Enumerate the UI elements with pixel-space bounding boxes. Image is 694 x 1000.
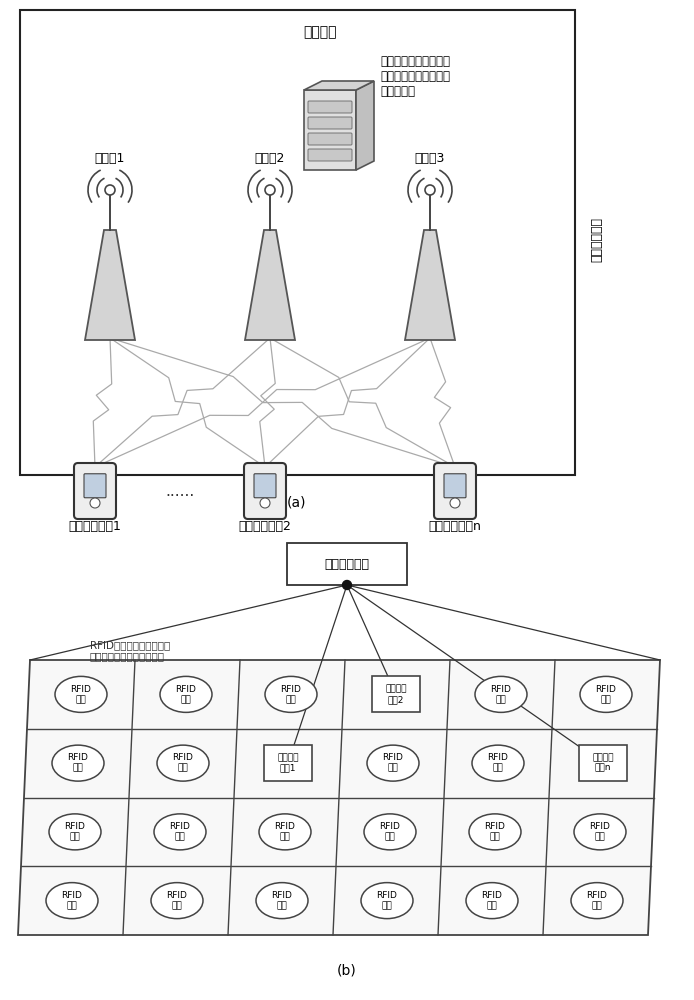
Text: RFID
标签: RFID 标签 <box>173 753 194 773</box>
Text: 单位信息模块2: 单位信息模块2 <box>239 520 291 533</box>
Polygon shape <box>85 230 135 340</box>
Ellipse shape <box>157 745 209 781</box>
Text: (a): (a) <box>287 495 307 509</box>
Text: 接收器2: 接收器2 <box>255 152 285 165</box>
Ellipse shape <box>55 676 107 712</box>
Polygon shape <box>287 543 407 585</box>
Text: 根据接收器接收到的信
号计算各单位信息模块
的相对位置: 根据接收器接收到的信 号计算各单位信息模块 的相对位置 <box>380 55 450 98</box>
Text: (b): (b) <box>337 964 357 978</box>
FancyBboxPatch shape <box>244 463 286 519</box>
Text: 单位信息模块n: 单位信息模块n <box>429 520 482 533</box>
Ellipse shape <box>160 676 212 712</box>
Ellipse shape <box>571 883 623 919</box>
Text: RFID
标签: RFID 标签 <box>167 891 187 910</box>
Text: RFID
标签: RFID 标签 <box>62 891 83 910</box>
FancyBboxPatch shape <box>434 463 476 519</box>
Ellipse shape <box>469 814 521 850</box>
Polygon shape <box>405 230 455 340</box>
Ellipse shape <box>256 883 308 919</box>
Circle shape <box>90 498 100 508</box>
Text: 位置计算模块: 位置计算模块 <box>590 218 603 262</box>
Ellipse shape <box>259 814 311 850</box>
Polygon shape <box>304 81 374 90</box>
Text: RFID
标签: RFID 标签 <box>484 822 505 842</box>
Text: RFID
标签: RFID 标签 <box>488 753 509 773</box>
Text: RFID
标签: RFID 标签 <box>71 685 92 704</box>
Text: 单位信息模块1: 单位信息模块1 <box>69 520 121 533</box>
Text: RFID
标签: RFID 标签 <box>271 891 292 910</box>
Circle shape <box>260 498 270 508</box>
FancyBboxPatch shape <box>254 474 276 498</box>
Circle shape <box>265 185 275 195</box>
FancyBboxPatch shape <box>308 149 352 161</box>
Text: RFID
标签: RFID 标签 <box>67 753 88 773</box>
Text: RFID
标签: RFID 标签 <box>590 822 611 842</box>
Ellipse shape <box>46 883 98 919</box>
Ellipse shape <box>472 745 524 781</box>
Ellipse shape <box>49 814 101 850</box>
Circle shape <box>425 185 435 195</box>
Text: RFID
标签: RFID 标签 <box>586 891 607 910</box>
Text: RFID
标签: RFID 标签 <box>169 822 190 842</box>
FancyBboxPatch shape <box>308 133 352 145</box>
Text: 单位信息
模块n: 单位信息 模块n <box>592 753 613 773</box>
Ellipse shape <box>52 745 104 781</box>
Text: RFID
标签: RFID 标签 <box>280 685 301 704</box>
Text: RFID
标签: RFID 标签 <box>491 685 511 704</box>
Circle shape <box>105 185 115 195</box>
Polygon shape <box>304 90 356 170</box>
Text: RFID
标签: RFID 标签 <box>176 685 196 704</box>
Text: ......: ...... <box>165 484 194 498</box>
Ellipse shape <box>154 814 206 850</box>
Ellipse shape <box>151 883 203 919</box>
FancyBboxPatch shape <box>308 101 352 113</box>
Ellipse shape <box>364 814 416 850</box>
Text: 位置计算模块: 位置计算模块 <box>325 558 369 570</box>
Text: RFID
标签: RFID 标签 <box>380 822 400 842</box>
Ellipse shape <box>367 745 419 781</box>
Text: RFID
标签: RFID 标签 <box>65 822 85 842</box>
Text: RFID
标签: RFID 标签 <box>482 891 502 910</box>
Circle shape <box>450 498 460 508</box>
Circle shape <box>343 580 351 589</box>
Text: RFID
标签: RFID 标签 <box>382 753 403 773</box>
Text: 计算设备: 计算设备 <box>303 25 337 39</box>
Polygon shape <box>245 230 295 340</box>
Ellipse shape <box>574 814 626 850</box>
Text: 单位信息
模圫2: 单位信息 模圫2 <box>385 685 407 704</box>
Text: 单位信息
模兗1: 单位信息 模兗1 <box>277 753 298 773</box>
Ellipse shape <box>580 676 632 712</box>
FancyBboxPatch shape <box>308 117 352 129</box>
FancyBboxPatch shape <box>84 474 106 498</box>
Polygon shape <box>579 745 627 781</box>
Polygon shape <box>372 676 420 712</box>
Text: RFID标签携带位置坐标，
一个方格内的坐标是相同的: RFID标签携带位置坐标， 一个方格内的坐标是相同的 <box>90 640 170 662</box>
Ellipse shape <box>466 883 518 919</box>
Text: RFID
标签: RFID 标签 <box>377 891 398 910</box>
Ellipse shape <box>475 676 527 712</box>
Ellipse shape <box>265 676 317 712</box>
Text: RFID
标签: RFID 标签 <box>595 685 616 704</box>
Text: RFID
标签: RFID 标签 <box>275 822 296 842</box>
Polygon shape <box>18 660 660 935</box>
Polygon shape <box>264 745 312 781</box>
Ellipse shape <box>361 883 413 919</box>
Polygon shape <box>20 10 575 475</box>
Polygon shape <box>356 81 374 170</box>
FancyBboxPatch shape <box>74 463 116 519</box>
Text: 接收器3: 接收器3 <box>415 152 445 165</box>
FancyBboxPatch shape <box>444 474 466 498</box>
Text: 接收器1: 接收器1 <box>95 152 125 165</box>
